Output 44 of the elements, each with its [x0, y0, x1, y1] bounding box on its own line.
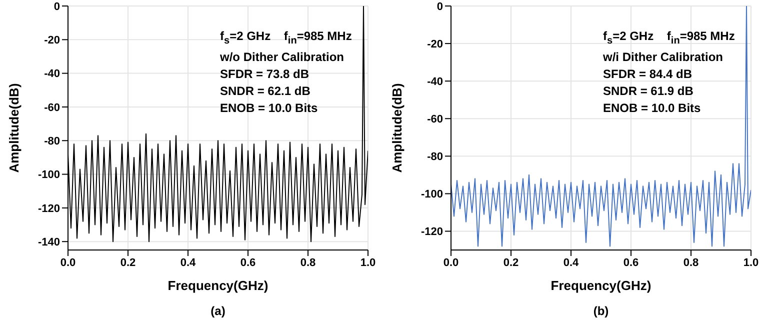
annotation: ENOB = 10.0 Bits: [603, 100, 702, 118]
y-tick-label: -20: [44, 34, 60, 47]
y-tick-label: -40: [427, 76, 443, 88]
annotation: f$_{s}$=2 GHz f$_{in}$=985 MHz: [220, 28, 352, 48]
x-tick-label: 0.6: [623, 256, 639, 269]
x-axis-title: Frequency(GHz): [168, 278, 268, 293]
x-tick-label: 0.4: [180, 256, 197, 269]
line-series: [451, 6, 751, 247]
y-axis-title: Amplitude(dB): [6, 83, 22, 173]
y-tick-label: -120: [38, 202, 60, 215]
y-axis-title: Amplitude(dB): [390, 83, 405, 173]
x-tick-label: 1.0: [360, 256, 376, 269]
y-tick-label: -20: [427, 38, 443, 50]
y-tick-label: -100: [38, 169, 60, 182]
y-tick-label: -140: [38, 236, 60, 248]
x-tick-label: 0.2: [120, 256, 136, 269]
x-axis-title: Frequency(GHz): [550, 278, 652, 293]
x-tick-label: 0.8: [683, 256, 699, 269]
x-tick-label: 0.0: [60, 256, 76, 269]
y-tick-label: -80: [44, 136, 60, 148]
y-tick-label: -60: [427, 114, 443, 126]
text: (a): [210, 304, 226, 318]
x-tick-label: 0.6: [240, 256, 256, 269]
annotation: f$_{s}$=2 GHz f$_{in}$=985 MHz: [603, 28, 735, 48]
x-tick-label: 1.0: [743, 256, 759, 269]
y-tick-label: -120: [420, 226, 443, 238]
y-tick-label: -100: [420, 188, 443, 201]
x-tick-label: 0.0: [443, 256, 459, 269]
x-tick-label: 0.4: [563, 256, 580, 269]
y-tick-label: -40: [44, 68, 60, 80]
annotation: SNDR = 61.9 dB: [603, 83, 694, 100]
y-tick-label: 0: [54, 0, 60, 13]
y-tick-label: 0: [436, 0, 443, 13]
annotation: SFDR = 73.8 dB: [220, 66, 310, 84]
annotation: w/i Dither Calibration: [603, 49, 724, 66]
annotation: SNDR = 62.1 dB: [220, 83, 312, 100]
y-tick-label: -80: [427, 151, 443, 164]
x-tick-label: 0.2: [503, 256, 519, 269]
y-tick-label: -60: [44, 102, 60, 114]
text: (b): [592, 304, 610, 318]
annotation: w/o Dither Calibration: [220, 49, 346, 66]
annotation: ENOB = 10.0 Bits: [220, 100, 319, 118]
x-tick-label: 0.8: [300, 256, 316, 269]
annotation: SFDR = 84.4 dB: [603, 66, 694, 84]
